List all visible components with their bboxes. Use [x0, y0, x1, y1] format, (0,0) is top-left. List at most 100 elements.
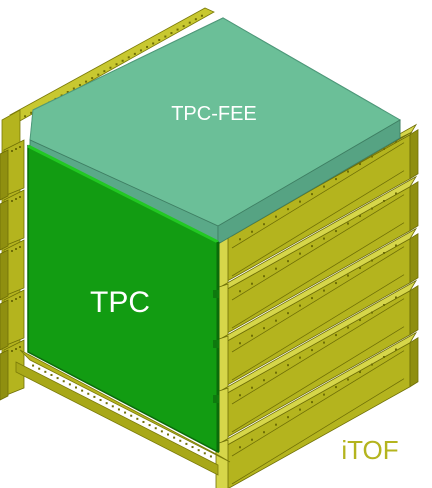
label-itof: iTOF: [341, 435, 398, 465]
itof-right-slat-end: [409, 232, 419, 284]
itof-left-slat-rivet: [19, 146, 21, 148]
itof-right-slat-rivet: [383, 304, 385, 306]
itof-right-slat-rivet: [335, 386, 337, 389]
itof-right-slat-rail: [231, 142, 405, 249]
itof-right-slat-rivet: [287, 208, 289, 211]
itof-left-slat-rivet: [11, 250, 13, 252]
itof-right-slat-rivet: [263, 327, 265, 330]
itof-right-slat-rivet: [251, 230, 253, 233]
itof-back-rivet: [194, 18, 197, 21]
itof-back-rivet: [60, 94, 63, 97]
itof-right-slat-rivet: [275, 423, 277, 426]
itof-back-rivet: [72, 87, 75, 90]
itof-right-slat-rivet: [263, 223, 265, 226]
itof-bottom-rivet: [99, 399, 102, 402]
itof-right-slat-rivet: [395, 192, 397, 195]
itof-right-slat-rivet: [299, 252, 301, 255]
itof-bottom-rivet: [93, 395, 96, 398]
itof-bottom-rivet: [68, 383, 71, 386]
label-tpc-fee: TPC-FEE: [171, 103, 257, 125]
itof-back-rivet: [182, 25, 185, 28]
itof-right-slat-rivet: [311, 245, 313, 248]
itof-back-rivet: [78, 84, 81, 87]
itof-back-rivet: [176, 28, 179, 31]
itof-right-slat-rivet: [275, 267, 277, 270]
itof-right-slat-rivet: [335, 178, 337, 181]
itof-right-slat-rivet: [251, 438, 253, 441]
itof-back-rivet: [115, 63, 118, 66]
itof-bottom-rivet: [191, 446, 194, 449]
itof-back-rivet: [188, 21, 191, 24]
itof-bottom-rivet: [56, 377, 59, 380]
itof-right-slat-rivet: [323, 393, 325, 396]
itof-right-slat-end: [409, 180, 419, 232]
itof-left-slat-rivet: [15, 298, 17, 300]
itof-left-slat-end: [0, 199, 9, 251]
itof-right-slat-rail: [231, 274, 405, 381]
itof-right-slat-rivet: [239, 238, 241, 241]
itof-back-rivet: [85, 80, 88, 83]
itof-back-rivet: [146, 45, 149, 48]
itof-back-rivet: [133, 52, 136, 55]
itof-left-slat-rivet: [15, 148, 17, 150]
itof-back-rivet: [97, 73, 100, 76]
itof-right-slat-rivet: [299, 200, 301, 203]
itof-right-slat-rail: [231, 170, 405, 277]
itof-back-rivet: [103, 70, 106, 73]
itof-back-rivet: [200, 14, 203, 17]
itof-right-slat-rivet: [287, 364, 289, 367]
itof-right-slat-rivet: [383, 252, 385, 254]
itof-right-slat-rivet: [263, 431, 265, 434]
itof-right-slat-rivet: [287, 312, 289, 315]
itof-left-slat-rivet: [11, 200, 13, 202]
itof-right-slat-rivet: [371, 259, 373, 262]
itof-right-slat-rivet: [359, 215, 361, 218]
itof-back-rivet: [24, 115, 27, 118]
itof-right-slat-rivet: [263, 379, 265, 382]
itof-right-slat-rivet: [323, 289, 325, 292]
itof-right-slat-rivet: [299, 356, 301, 359]
itof-right-slat-rivet: [275, 215, 277, 218]
itof-right-slat-rivet: [395, 348, 397, 351]
itof-right-slat-rivet: [347, 326, 349, 329]
itof-right-slat-rivet: [347, 222, 349, 225]
itof-right-slat-rivet: [251, 334, 253, 337]
itof-right-slat-rivet: [239, 394, 241, 397]
itof-left-slat-rivet: [15, 198, 17, 200]
label-tpc: TPC: [90, 286, 150, 319]
itof-back-rivet: [121, 59, 124, 62]
itof-right-slat-rail: [231, 246, 405, 353]
itof-bottom-rivet: [167, 433, 169, 436]
itof-right-slat-rivet: [359, 267, 361, 270]
itof-right-slat-rivet: [311, 401, 313, 404]
itof-bottom-rivet: [179, 439, 182, 442]
itof-right-slat-rivet: [311, 193, 313, 196]
itof-bottom-rivet: [124, 411, 127, 414]
itof-right-slat-rivet: [323, 237, 325, 240]
itof-right-slat-rivet: [395, 296, 397, 299]
itof-right-slat-rivet: [299, 408, 301, 411]
itof-right-slat-rail: [231, 350, 405, 457]
itof-left-slat-rivet: [19, 296, 21, 298]
itof-bottom-rivet: [160, 430, 163, 433]
tpc-fee-board: [29, 17, 401, 245]
itof-right-slat-rivet: [359, 371, 361, 374]
itof-bottom-rivet: [105, 402, 108, 405]
tpc-body: [27, 144, 220, 454]
itof-bottom-rivet: [185, 442, 188, 445]
itof-right-slat-end: [409, 128, 419, 180]
itof-right-slat-rivet: [383, 148, 385, 150]
itof-right-slat-rivet: [383, 200, 385, 202]
itof-right-slat-rivet: [299, 304, 301, 307]
itof-right-slat-rivet: [371, 363, 373, 366]
itof-right-slat-rail: [231, 326, 405, 433]
itof-right-slat-end: [409, 284, 419, 336]
itof-right-slat-end: [409, 336, 419, 388]
itof-right-slat-rivet: [251, 386, 253, 389]
itof-right-slat-rivet: [347, 170, 349, 173]
itof-right-slat-rivet: [275, 371, 277, 374]
itof-right-slat-rivet: [311, 349, 313, 352]
itof-right-slat-rivet: [287, 260, 289, 263]
itof-right-slat-rivet: [383, 356, 385, 358]
itof-left-slat-rivet: [15, 348, 17, 350]
